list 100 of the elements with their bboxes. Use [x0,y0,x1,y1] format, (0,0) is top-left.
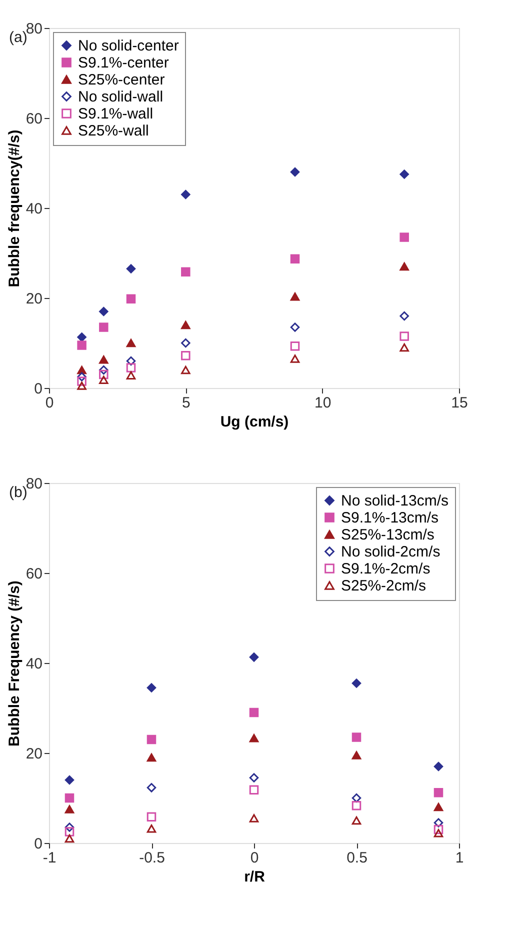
point [352,801,362,810]
text: (a) [9,29,28,46]
point [352,678,362,688]
x-tick-label: -0.5 [139,850,165,866]
point [77,366,86,374]
point [64,805,74,814]
point [146,812,156,822]
x-axis-title: r/R [244,868,266,886]
x-axis-title: Ug (cm/s) [220,414,289,430]
point [181,350,190,360]
point [352,816,362,825]
point [126,264,136,274]
point [434,828,444,838]
point [99,370,108,380]
point [249,734,259,742]
point [290,322,300,332]
legend-label: No solid-2cm/s [341,544,440,560]
y-tick-label: 40 [26,200,42,218]
point [290,292,300,301]
point [77,376,86,386]
point [290,342,300,351]
x-tick-label: 0 [250,850,259,866]
point [64,775,74,785]
point [99,376,108,384]
point [146,753,156,762]
point [434,788,444,798]
point [290,354,300,363]
legend-label: S25%-13cm/s [341,526,434,544]
point [77,382,86,390]
x-tick-label: 5 [182,394,190,412]
point [181,320,190,330]
point [64,827,74,836]
point [77,372,86,382]
point [146,734,156,744]
point [146,824,156,833]
point [434,802,444,812]
point [64,822,74,832]
legend-label: S25%-wall [78,122,149,140]
y-axis-title: Bubble frequency(#/s) [6,130,23,288]
x-tick-label: 0.5 [346,850,368,866]
y-tick-label: 0 [34,380,42,398]
legend-label: S9.1%-13cm/s [341,510,439,526]
y-tick-label: 20 [26,746,42,762]
legend-label: No solid-13cm/s [341,492,449,510]
point [181,267,190,277]
point [400,311,409,321]
point [249,652,259,662]
point [181,190,190,200]
legend-label: No solid-wall [78,88,164,106]
point [249,708,259,718]
point [400,232,409,242]
y-tick-label: 20 [26,290,42,308]
point [64,793,74,803]
point [181,366,190,374]
x-tick-label: 1 [455,850,464,866]
legend-label: S9.1%-2cm/s [341,560,430,578]
legend-label: No solid-center [78,38,179,54]
point [249,773,259,782]
y-axis-title: Bubble Frequency (#/s) [6,580,23,746]
x-tick-label: -1 [42,850,56,866]
x-tick-label: 10 [314,394,332,412]
point [99,306,108,316]
point [434,824,444,834]
legend-label: S25%-center [78,72,165,88]
point [146,683,156,692]
y-tick-label: 80 [26,20,42,38]
point [352,793,362,803]
point [126,371,136,380]
legend-label: S9.1%-wall [78,106,154,122]
x-tick-label: 0 [45,394,54,412]
point [352,751,362,760]
point [99,356,108,364]
point [64,834,74,843]
point [146,783,156,792]
point [400,332,409,341]
point [400,262,409,271]
point [434,818,444,828]
y-tick-label: 80 [26,476,42,492]
point [249,785,259,795]
point [126,356,136,366]
point [290,254,300,264]
point [352,732,362,742]
point [126,363,136,372]
point [400,170,409,179]
y-tick-label: 60 [26,110,42,128]
point [249,814,259,822]
legend-label: S9.1%-center [78,54,169,72]
point [99,322,108,332]
text: (b) [9,484,28,501]
point [77,340,86,350]
x-tick-label: 15 [451,394,468,412]
point [99,365,108,375]
point [77,332,86,342]
y-tick-label: 60 [26,566,42,582]
point [434,762,444,772]
point [126,294,136,304]
y-tick-label: 0 [34,836,42,852]
point [400,343,409,352]
point [290,167,300,177]
point [126,338,136,348]
